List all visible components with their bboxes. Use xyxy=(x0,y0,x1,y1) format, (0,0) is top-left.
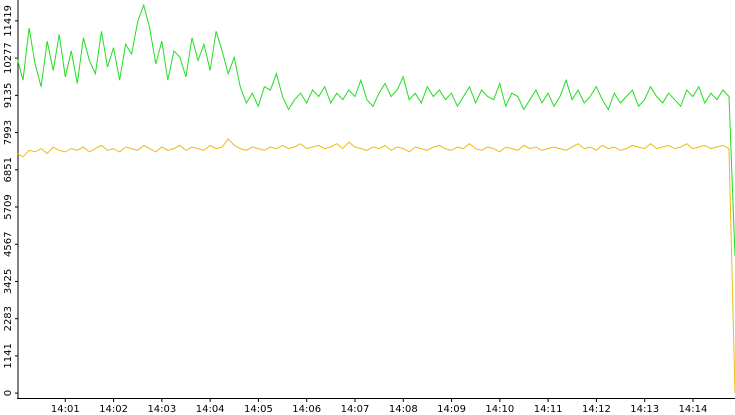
y-tick-label: 6851 xyxy=(3,157,14,182)
y-tick-label: 5709 xyxy=(3,194,14,219)
x-tick-label: 14:11 xyxy=(534,404,563,415)
x-tick-label: 14:05 xyxy=(244,404,273,415)
y-tick-label: 10277 xyxy=(3,42,14,74)
y-tick-label: 4567 xyxy=(3,232,14,257)
x-tick-label: 14:04 xyxy=(196,404,225,415)
y-tick-label: 3425 xyxy=(3,269,14,294)
x-tick-label: 14:03 xyxy=(147,404,176,415)
y-tick-label: 0 xyxy=(3,390,14,396)
y-tick-label: 9135 xyxy=(3,83,14,108)
x-tick-label: 14:09 xyxy=(437,404,466,415)
x-tick-label: 14:10 xyxy=(485,404,514,415)
x-tick-label: 14:08 xyxy=(389,404,418,415)
series-line xyxy=(16,3,735,257)
y-tick-label: 7993 xyxy=(3,120,14,145)
x-tick-label: 14:07 xyxy=(341,404,370,415)
x-tick-label: 14:01 xyxy=(51,404,80,415)
y-tick-label: 2283 xyxy=(3,306,14,331)
y-tick-label: 11419 xyxy=(3,5,14,37)
series-line xyxy=(16,138,735,394)
x-tick-label: 14:13 xyxy=(630,404,659,415)
x-tick-label: 14:02 xyxy=(99,404,128,415)
x-tick-label: 14:12 xyxy=(582,404,611,415)
x-tick-label: 14:06 xyxy=(292,404,321,415)
x-tick-label: 14:14 xyxy=(679,404,708,415)
y-tick-label: 1141 xyxy=(3,343,14,368)
